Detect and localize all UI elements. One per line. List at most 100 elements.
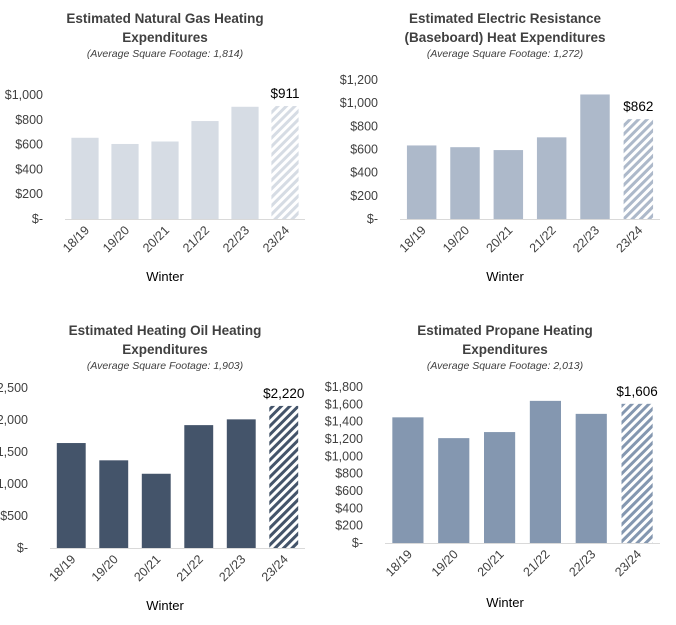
x-tick-label: 18/19	[383, 547, 415, 579]
x-tick-label: 22/23	[216, 552, 248, 584]
x-tick-label: 20/21	[140, 223, 172, 255]
x-tick-label: 21/22	[527, 223, 559, 255]
x-tick-label: 20/21	[131, 552, 163, 584]
data-label: $1,606	[616, 384, 657, 399]
x-tick-label: 22/23	[220, 223, 252, 255]
forecast-bar	[269, 405, 299, 548]
x-tick-label: 19/20	[440, 223, 472, 255]
y-tick-label: $1,000	[5, 88, 43, 102]
x-tick-label: 22/23	[566, 547, 598, 579]
bar	[226, 419, 256, 548]
y-tick-label: $200	[15, 187, 43, 201]
y-tick-label: $1,500	[0, 445, 28, 459]
y-tick-label: $1,400	[325, 415, 363, 429]
y-tick-label: $600	[350, 143, 378, 157]
chart-title-line-1: Estimated Propane Heating	[417, 323, 593, 338]
bar	[184, 425, 214, 548]
bar	[575, 413, 607, 543]
y-tick-label: $-	[367, 212, 378, 226]
bar	[71, 137, 99, 219]
heating-oil-chart: Estimated Heating Oil Heating Expenditur…	[0, 312, 330, 622]
chart-title-line-1: Estimated Natural Gas Heating	[66, 11, 264, 26]
data-label: $2,220	[263, 386, 304, 401]
chart-title-line-2: Expenditures	[462, 342, 548, 357]
y-tick-label: $400	[15, 162, 43, 176]
bar	[231, 106, 259, 219]
bar	[191, 121, 219, 219]
bar	[529, 400, 561, 543]
data-label: $862	[623, 99, 653, 114]
chart-title-line-2: Expenditures	[122, 342, 208, 357]
y-tick-label: $800	[335, 467, 363, 481]
y-tick-label: $200	[335, 519, 363, 533]
heating-oil-plot: $- $500 $1,000 $1,500 $2,000 $2,500 18/19 19/20…	[0, 381, 305, 584]
y-tick-label: $800	[15, 113, 43, 127]
x-tick-label: 21/22	[174, 552, 206, 584]
propane-chart: Estimated Propane Heating Expenditures (…	[325, 312, 670, 622]
x-tick-label: 23/24	[612, 547, 644, 579]
electric-resistance-chart: Estimated Electric Resistance (Baseboard…	[340, 0, 670, 310]
forecast-bar	[621, 403, 653, 543]
x-tick-label: 21/22	[521, 547, 553, 579]
x-axis-title: Winter	[146, 269, 184, 284]
bar	[438, 438, 470, 543]
chart-subtitle: (Average Square Footage: 1,272)	[426, 48, 584, 60]
y-tick-label: $1,600	[325, 397, 363, 411]
x-tick-label: 23/24	[260, 223, 292, 255]
x-tick-label: 18/19	[60, 223, 92, 255]
x-tick-label: 18/19	[397, 223, 429, 255]
y-tick-label: $2,000	[0, 413, 28, 427]
y-tick-label: $2,500	[0, 381, 28, 395]
x-tick-label: 22/23	[570, 223, 602, 255]
bar	[111, 143, 139, 219]
y-tick-label: $1,800	[325, 380, 363, 394]
chart-subtitle: (Average Square Footage: 2,013)	[426, 360, 584, 372]
y-tick-label: $-	[17, 541, 28, 555]
x-tick-label: 19/20	[89, 552, 121, 584]
forecast-bar	[623, 119, 654, 219]
x-tick-label: 19/20	[429, 547, 461, 579]
y-tick-label: $1,000	[0, 477, 28, 491]
y-tick-label: $600	[335, 484, 363, 498]
y-tick-label: $1,000	[340, 96, 378, 110]
x-tick-label: 21/22	[180, 223, 212, 255]
y-tick-label: $600	[15, 138, 43, 152]
bar	[56, 443, 86, 548]
x-axis-title: Winter	[486, 269, 524, 284]
natural-gas-chart: Estimated Natural Gas Heating Expenditur…	[0, 0, 330, 310]
x-tick-label: 19/20	[100, 223, 132, 255]
x-tick-label: 18/19	[46, 552, 78, 584]
y-tick-label: $1,200	[340, 73, 378, 87]
electric-resistance-plot: $- $200 $400 $600 $800 $1,000 $1,200 18/19 19/20…	[340, 73, 660, 255]
bar	[484, 432, 516, 543]
y-tick-label: $800	[350, 119, 378, 133]
y-tick-label: $1,200	[325, 432, 363, 446]
bar	[392, 417, 424, 543]
bar	[151, 141, 179, 219]
y-tick-label: $200	[350, 189, 378, 203]
bar	[493, 150, 524, 219]
data-label: $911	[270, 86, 299, 101]
y-tick-label: $500	[0, 509, 28, 523]
x-tick-label: 23/24	[259, 552, 291, 584]
forecast-bar	[271, 106, 299, 219]
bar	[450, 147, 480, 219]
chart-subtitle: (Average Square Footage: 1,903)	[86, 360, 244, 372]
bar	[536, 137, 567, 219]
y-tick-label: $-	[352, 536, 363, 550]
chart-title-line-1: Estimated Heating Oil Heating	[68, 323, 262, 338]
chart-subtitle: (Average Square Footage: 1,814)	[86, 48, 244, 60]
chart-title-line-2: (Baseboard) Heat Expenditures	[404, 30, 606, 45]
x-axis-title: Winter	[146, 598, 184, 613]
bar	[141, 473, 171, 548]
x-axis-title: Winter	[486, 595, 524, 610]
x-tick-label: 20/21	[475, 547, 507, 579]
bar	[99, 460, 129, 548]
bar	[580, 94, 610, 219]
y-tick-label: $400	[335, 501, 363, 515]
y-tick-label: $-	[32, 212, 43, 226]
bar	[406, 145, 437, 219]
propane-plot: $- $200 $400 $600 $800 $1,000 $1,200 $1,400 $1,6…	[325, 380, 660, 579]
y-tick-label: $400	[350, 166, 378, 180]
